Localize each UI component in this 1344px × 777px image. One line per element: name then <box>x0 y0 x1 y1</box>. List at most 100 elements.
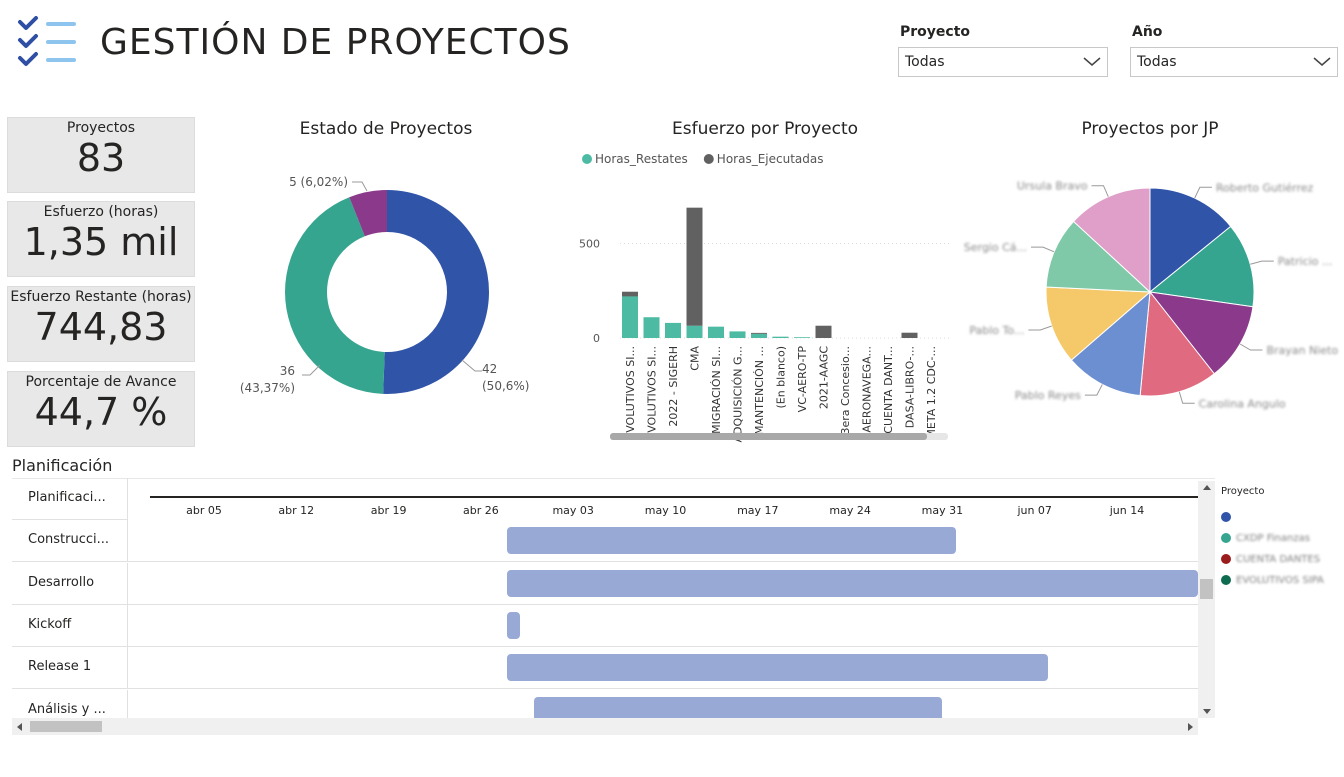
pie-slice[interactable] <box>1149 187 1232 294</box>
checklist-icon <box>18 16 76 66</box>
bar-segment[interactable] <box>686 325 703 338</box>
status-donut-chart[interactable]: 42 (50,6%) 36 (43,37%) 5 (6,02%) <box>230 160 550 410</box>
donut-slice[interactable] <box>285 197 385 394</box>
gantt-bar[interactable] <box>507 611 521 639</box>
y-tick-label: 0 <box>593 332 600 345</box>
gantt-date-label: may 24 <box>829 504 871 517</box>
gantt-row-label[interactable]: Kickoff <box>12 604 128 647</box>
scroll-left-icon[interactable] <box>17 723 22 731</box>
scroll-up-icon[interactable] <box>1203 485 1211 490</box>
gantt-date-label: abr 05 <box>186 504 222 517</box>
pie-slice[interactable] <box>1072 187 1151 294</box>
gantt-horizontal-scrollbar[interactable] <box>12 718 1198 735</box>
bar-segment[interactable] <box>622 296 638 338</box>
pie-label: Carolina Angulo <box>1199 397 1286 410</box>
gantt-date-label: may 17 <box>737 504 779 517</box>
kpi-value: 83 <box>76 136 126 180</box>
leader-line <box>1250 260 1274 265</box>
x-tick-label: ADQUISICIÓN G... <box>732 346 745 443</box>
x-tick-label: AERONAVEGA... <box>861 346 874 433</box>
bar-segment[interactable] <box>751 333 767 338</box>
kpi-label: Esfuerzo Restante (horas) <box>10 289 192 305</box>
bar-segment[interactable] <box>643 317 660 338</box>
year-filter-dropdown[interactable]: Todas <box>1130 47 1338 77</box>
donut-label-pct: (50,6%) <box>482 379 529 393</box>
scrollbar-thumb[interactable] <box>1200 579 1213 599</box>
donut-label-pct: (43,37%) <box>240 381 295 395</box>
pie-label: Sergio Cá... <box>964 241 1027 254</box>
gantt-legend-item[interactable]: CXDP Finanzas <box>1221 533 1310 544</box>
legend-marker <box>703 154 714 164</box>
scroll-down-icon[interactable] <box>1203 709 1211 714</box>
x-tick-label: MIGRACIÓN SI... <box>710 346 723 434</box>
kpi-label: Proyectos <box>66 120 136 136</box>
effort-bar-chart[interactable]: Horas_Restates Horas_Ejecutadas 0 500 EVOLUT… <box>575 145 955 445</box>
leader-line <box>461 359 482 372</box>
legend-marker <box>1221 554 1231 564</box>
gantt-date-label: may 10 <box>644 504 687 517</box>
gantt-title: Planificación <box>12 456 113 475</box>
x-tick-label: 2021-AAGC <box>818 346 831 409</box>
bar-segment[interactable] <box>815 325 832 338</box>
x-tick-label: MANTENCIÓN ... <box>753 346 766 435</box>
x-tick-label: VC-AERO-TP <box>796 346 809 413</box>
page-title: GESTIÓN DE PROYECTOS <box>100 22 571 63</box>
gantt-date-label: abr 19 <box>370 504 407 517</box>
chart-scroll-thumb[interactable] <box>610 433 927 440</box>
pie-label: Brayan Nieto <box>1266 344 1338 357</box>
gantt-bar[interactable] <box>507 569 1198 597</box>
x-tick-label: 3era Concesio... <box>839 346 852 435</box>
pie-slice[interactable] <box>1148 225 1255 308</box>
kpi-card-progress: Porcentaje de Avance 44,7 % <box>7 371 195 447</box>
gantt-legend-title: Proyecto <box>1221 486 1265 497</box>
project-filter-dropdown[interactable]: Todas <box>898 47 1108 77</box>
gantt-row-label[interactable]: Desarrollo <box>12 562 128 605</box>
donut-label: 5 (6,02%) <box>289 175 348 189</box>
gantt-bar[interactable] <box>507 654 1048 682</box>
y-tick-label: 500 <box>579 238 600 251</box>
pie-chart-title: Proyectos por JP <box>1081 119 1219 139</box>
legend-marker <box>582 154 592 164</box>
gantt-legend-item[interactable] <box>1221 512 1236 523</box>
gantt-vertical-scrollbar[interactable] <box>1198 481 1215 718</box>
pie-label: Pablo Reyes <box>1015 389 1081 402</box>
bar-segment[interactable] <box>622 291 638 297</box>
donut-chart-title: Estado de Proyectos <box>299 119 473 139</box>
gantt-date-label: may 03 <box>552 504 594 517</box>
bar-segment[interactable] <box>686 207 703 326</box>
kpi-card-projects: Proyectos 83 <box>7 117 195 193</box>
gantt-row-label[interactable]: Construcci... <box>12 520 128 563</box>
bar-segment[interactable] <box>772 336 789 338</box>
scrollbar-thumb[interactable] <box>30 721 102 732</box>
year-filter-label: Año <box>1132 24 1163 40</box>
gantt-legend-item[interactable]: CUENTA DANTES <box>1221 554 1320 565</box>
gantt-legend-item[interactable]: EVOLUTIVOS SIPA <box>1221 575 1324 586</box>
leader-line <box>1031 246 1055 253</box>
leader-line <box>1028 325 1052 331</box>
legend-marker <box>1221 533 1231 543</box>
bar-segment[interactable] <box>751 332 767 334</box>
pie-slice[interactable] <box>1045 220 1152 293</box>
gantt-row <box>128 647 1198 690</box>
kpi-value: 744,83 <box>34 305 168 349</box>
legend-label: Horas_Ejecutadas <box>717 152 824 166</box>
gantt-chart: abr 05 abr 12 abr 19 abr 26 may 03 may 10 may … <box>12 478 1215 736</box>
scroll-right-icon[interactable] <box>1188 723 1193 731</box>
legend-label: EVOLUTIVOS SIPA <box>1236 575 1324 586</box>
bar-segment[interactable] <box>708 326 724 338</box>
gantt-row-label[interactable]: Planificaci... <box>12 478 128 520</box>
donut-slice[interactable] <box>349 190 387 237</box>
project-filter-label: Proyecto <box>900 24 971 40</box>
gantt-date-label: abr 26 <box>463 504 499 517</box>
bar-segment[interactable] <box>794 337 810 338</box>
jp-pie-chart[interactable]: Roberto Gutiérrez Patricio ... Brayan Niet… <box>960 160 1340 430</box>
bar-segment[interactable] <box>665 322 681 338</box>
donut-slice[interactable] <box>383 190 489 394</box>
x-tick-label: CMA <box>689 346 702 371</box>
gantt-date-label: jun 14 <box>1109 504 1145 517</box>
bar-segment[interactable] <box>901 332 918 338</box>
x-tick-label: (En blanco) <box>775 346 788 409</box>
bar-segment[interactable] <box>729 331 746 338</box>
gantt-row-label[interactable]: Release 1 <box>12 647 128 690</box>
gantt-bar[interactable] <box>507 527 956 555</box>
